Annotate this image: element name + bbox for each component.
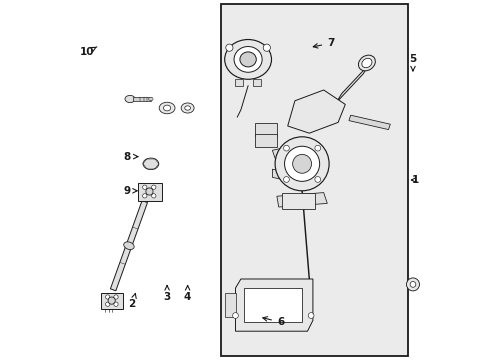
Ellipse shape [184, 106, 190, 110]
Ellipse shape [307, 312, 313, 319]
Ellipse shape [234, 46, 262, 72]
Bar [255, 123, 276, 136]
Bar [221, 4, 407, 356]
Ellipse shape [240, 52, 256, 67]
Bar [255, 134, 276, 147]
Ellipse shape [224, 40, 271, 79]
Polygon shape [133, 97, 151, 101]
Text: 10: 10 [80, 47, 97, 57]
Ellipse shape [114, 302, 118, 306]
Ellipse shape [284, 146, 319, 181]
Ellipse shape [105, 302, 110, 306]
Ellipse shape [142, 194, 146, 198]
Text: 5: 5 [408, 54, 416, 71]
Text: 7: 7 [313, 38, 334, 48]
Ellipse shape [314, 176, 320, 182]
Bar [253, 78, 260, 86]
Ellipse shape [151, 194, 156, 198]
Polygon shape [276, 193, 326, 207]
Ellipse shape [163, 105, 170, 111]
Ellipse shape [159, 102, 175, 114]
Text: 1: 1 [410, 175, 418, 185]
Polygon shape [336, 65, 368, 103]
Polygon shape [348, 115, 389, 130]
Text: 8: 8 [123, 152, 138, 162]
Ellipse shape [225, 44, 232, 51]
Polygon shape [272, 169, 299, 183]
Text: 9: 9 [123, 186, 137, 196]
Ellipse shape [409, 282, 415, 287]
Ellipse shape [275, 137, 328, 191]
Text: 6: 6 [262, 317, 284, 327]
Polygon shape [272, 145, 299, 158]
Ellipse shape [123, 242, 134, 249]
Ellipse shape [145, 188, 153, 195]
Bar [244, 288, 302, 322]
Bar [282, 193, 314, 209]
Ellipse shape [142, 185, 146, 189]
Ellipse shape [151, 185, 156, 189]
Ellipse shape [148, 97, 153, 101]
Ellipse shape [314, 145, 320, 151]
Ellipse shape [105, 295, 110, 299]
Ellipse shape [283, 145, 289, 151]
Polygon shape [287, 90, 345, 133]
Ellipse shape [125, 95, 135, 103]
Ellipse shape [108, 297, 115, 304]
Ellipse shape [114, 295, 118, 299]
Polygon shape [235, 279, 312, 331]
Bar [235, 78, 242, 86]
Text: 4: 4 [183, 285, 191, 302]
Ellipse shape [232, 312, 238, 319]
Ellipse shape [142, 158, 159, 170]
Ellipse shape [263, 44, 270, 51]
Ellipse shape [181, 103, 194, 113]
Ellipse shape [292, 154, 311, 173]
Polygon shape [101, 293, 123, 309]
Bar [224, 293, 236, 317]
Ellipse shape [406, 278, 419, 291]
Ellipse shape [283, 176, 289, 182]
Text: 2: 2 [128, 293, 136, 309]
Polygon shape [110, 201, 147, 291]
Ellipse shape [361, 58, 371, 68]
Ellipse shape [358, 55, 375, 71]
Text: 3: 3 [163, 285, 170, 302]
Polygon shape [137, 183, 162, 201]
